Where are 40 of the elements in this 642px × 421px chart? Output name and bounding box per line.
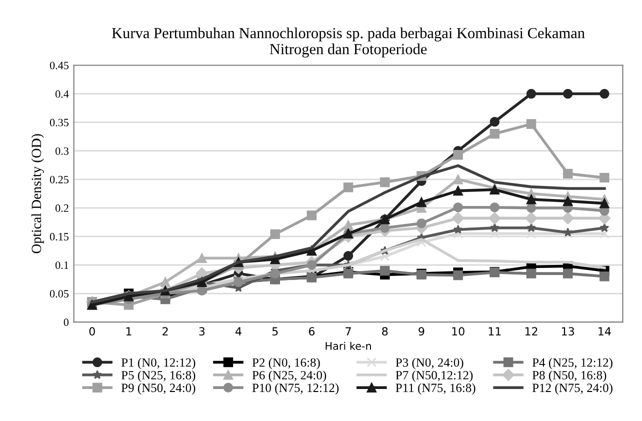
y-tick-label: 0: [64, 318, 69, 326]
x-tick-label: 5: [272, 327, 278, 336]
x-tick-label: 7: [346, 327, 351, 336]
y-tick-label: 0.45: [50, 62, 69, 70]
y-tick-label: 0.1: [56, 261, 68, 270]
legend-label: P5 (N25, 16:8): [121, 370, 196, 382]
x-tick-label: 2: [162, 327, 168, 336]
y-axis-title: Optical Density (OD): [31, 134, 44, 254]
y-tick-label: 0.35: [50, 118, 69, 126]
x-tick-label: 11: [488, 327, 501, 336]
y-tick-label: 0.4: [56, 90, 69, 98]
x-tick-label: 4: [236, 327, 242, 336]
legend-label: P6 (N25, 24:0): [252, 370, 326, 382]
x-axis-title: Hari ke-n: [326, 342, 371, 350]
y-tick-label: 0.05: [50, 290, 69, 298]
x-tick-label: 8: [382, 327, 388, 336]
x-tick-label: 6: [308, 327, 315, 336]
x-tick-label: 13: [562, 327, 574, 336]
x-tick-label: 0: [89, 327, 95, 336]
x-tick-label: 9: [418, 327, 424, 336]
legend-label: P4 (N25, 12:12): [532, 358, 612, 370]
x-tick-label: 12: [525, 327, 538, 336]
y-tick-label: 0.15: [50, 232, 69, 240]
legend-label: P9 (N50, 24:0): [121, 383, 196, 395]
y-tick-label: 0.2: [56, 204, 68, 212]
legend-label: P2 (N0, 16:8): [252, 358, 320, 370]
x-tick-label: 1: [126, 327, 132, 336]
legend-label: P7 (N50,12:12): [396, 370, 473, 382]
x-tick-label: 10: [452, 327, 464, 336]
y-tick-label: 0.25: [50, 176, 69, 184]
legend-label: P10 (N75, 12:12): [252, 383, 339, 395]
legend-label: P12 (N75, 24:0): [532, 383, 612, 395]
legend-label: P8 (N50, 16:8): [532, 370, 606, 382]
legend-label: P3 (N0, 24:0): [396, 358, 464, 370]
legend-label: P11 (N75, 16:8): [396, 383, 476, 395]
legend-label: P1 (N0, 12:12): [121, 358, 196, 370]
x-tick-label: 3: [199, 327, 205, 336]
y-tick-label: 0.3: [56, 147, 69, 155]
x-tick-label: 14: [598, 327, 611, 336]
chart-title: Kurva Pertumbuhan Nannochloropsis sp. pada berbagai Kombinasi Cekaman Nitrogen dan Fotoperiode: [112, 28, 585, 58]
